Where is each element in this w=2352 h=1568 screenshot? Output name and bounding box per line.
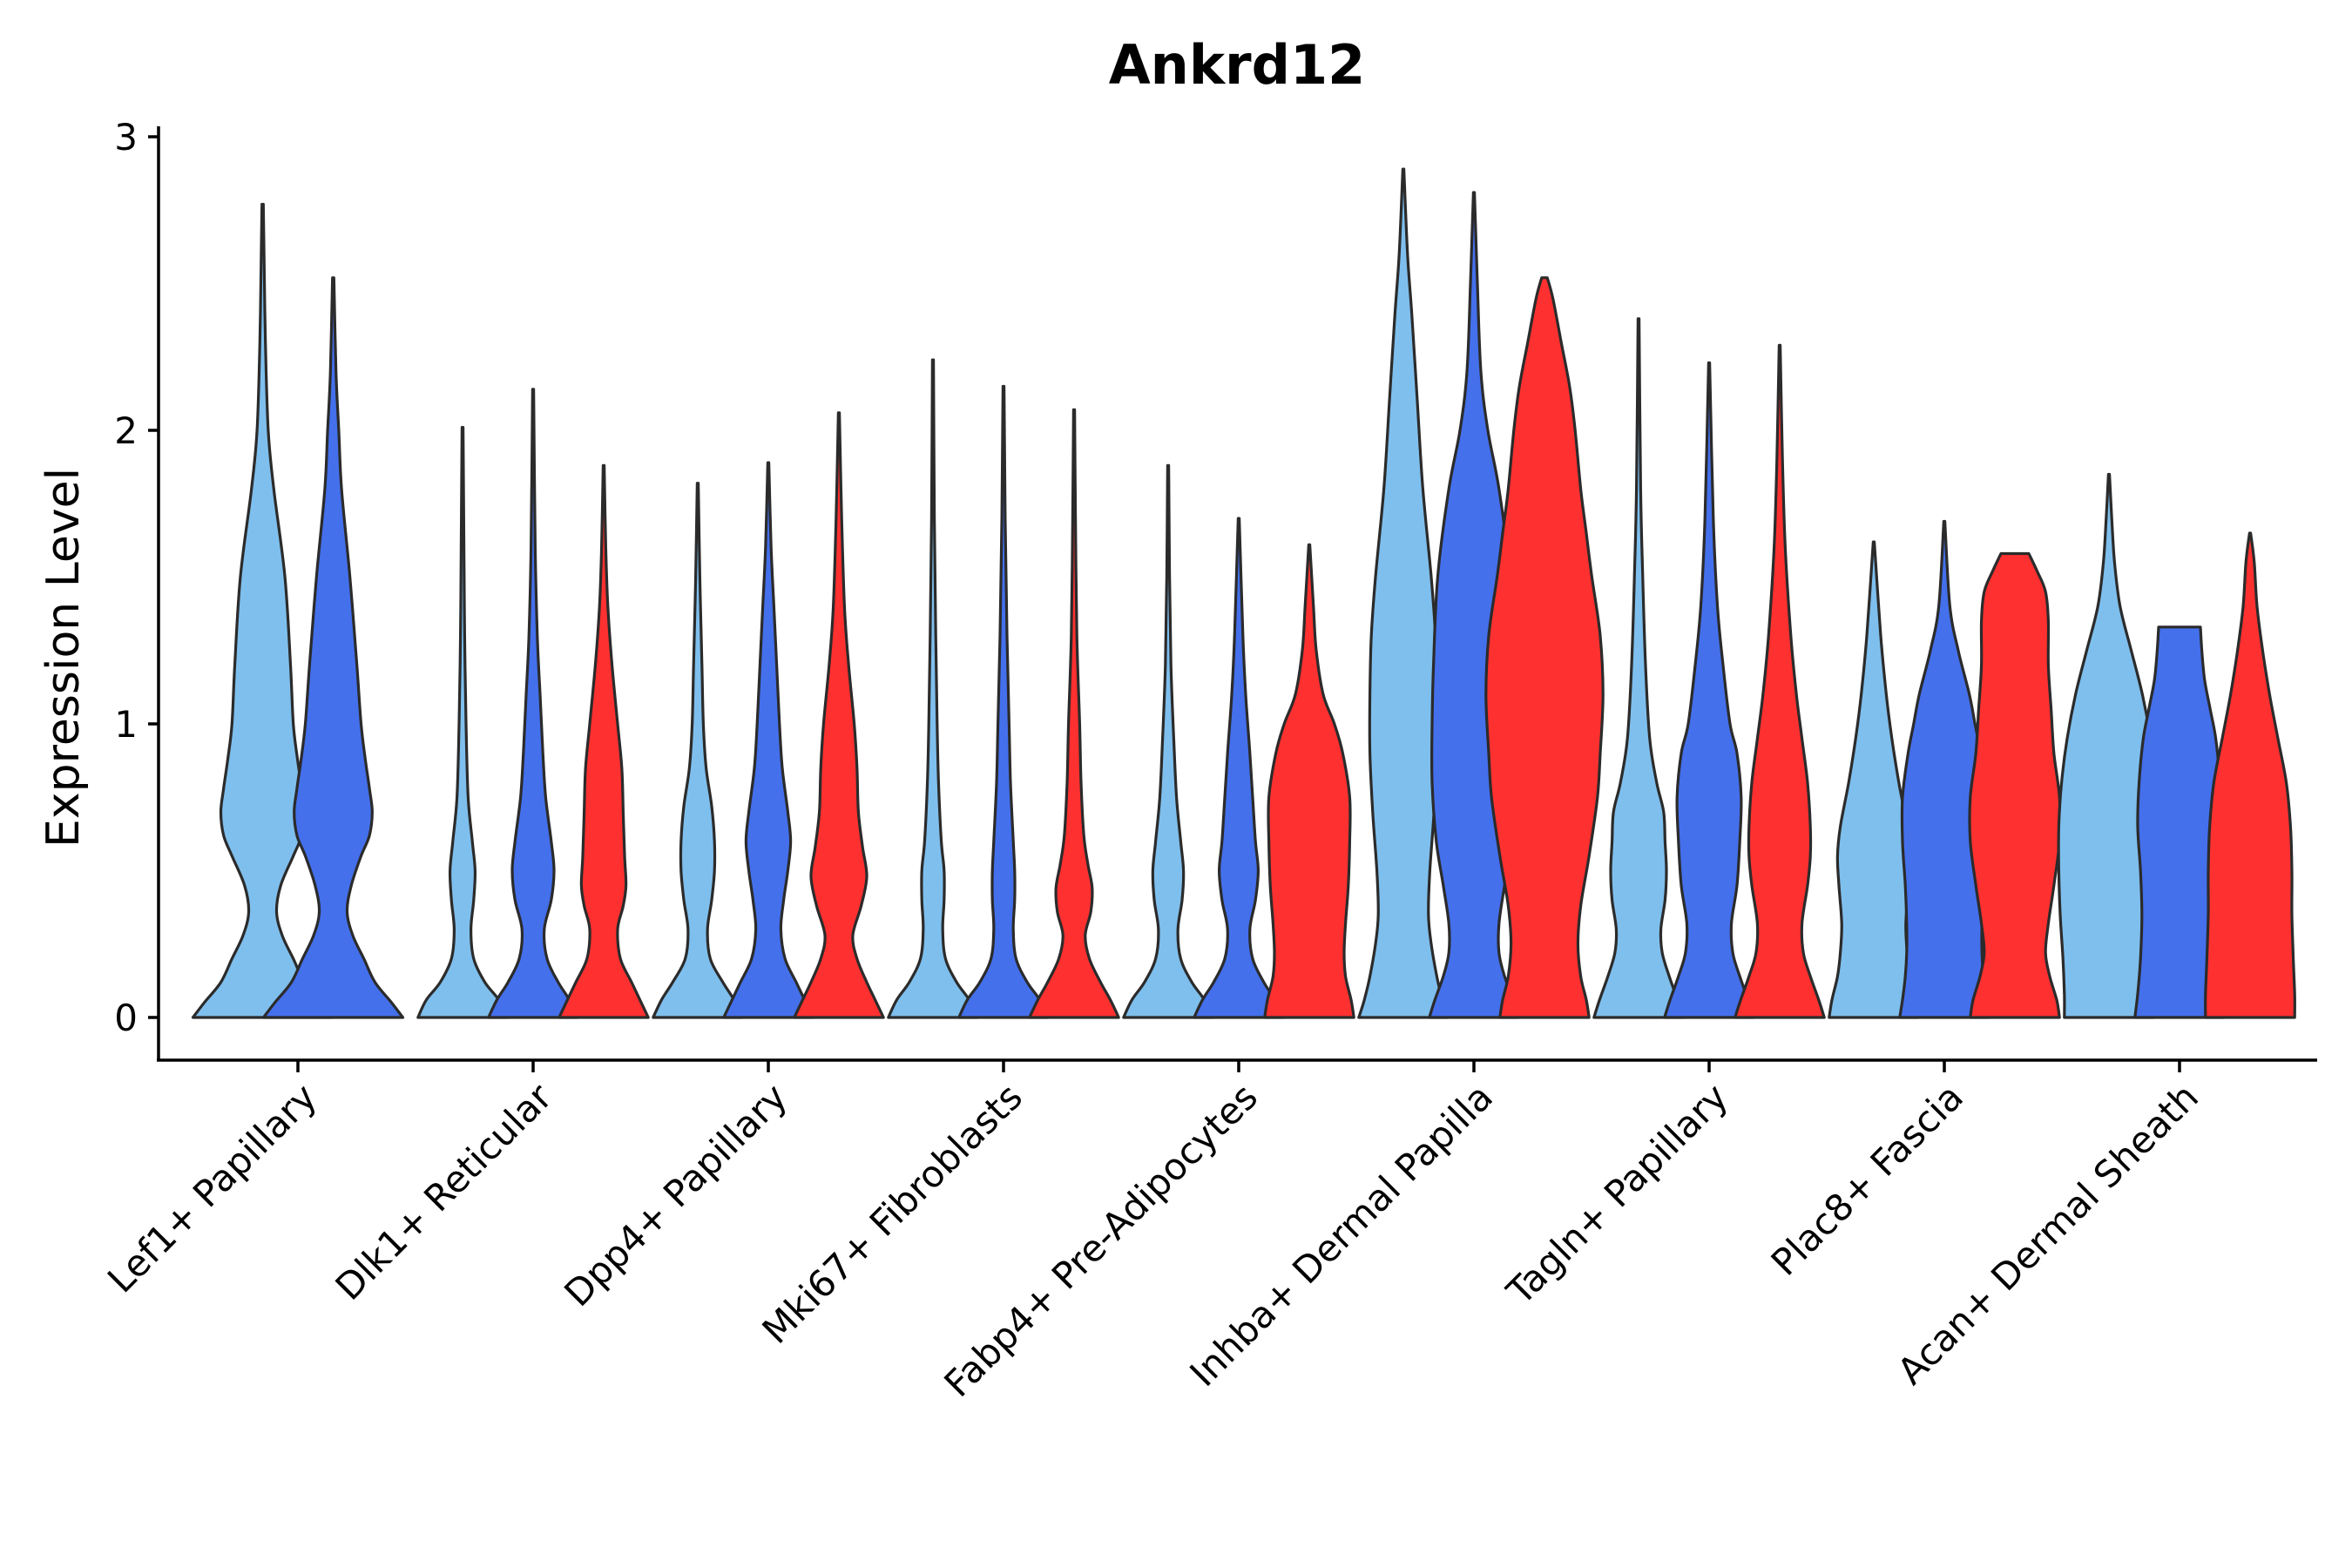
y-tick-label: 1 [114, 703, 138, 746]
y-tick-label: 3 [114, 116, 138, 159]
violin-1-2 [558, 463, 650, 1019]
violin-3-1 [957, 384, 1050, 1019]
violin-2-2 [793, 411, 885, 1019]
x-tick-label: Lef1+ Papillary [99, 1075, 325, 1301]
x-tick-label: Dlk1+ Reticular [328, 1075, 561, 1308]
violin-6-1 [1663, 361, 1755, 1019]
chart-title: Ankrd12 [1109, 33, 1366, 97]
x-tick-label: Mki67+ Fibroblasts [754, 1075, 1031, 1351]
y-tick-label: 2 [114, 409, 138, 452]
y-axis-title: Expression Level [37, 468, 90, 848]
violin-0-1 [261, 276, 405, 1019]
violin-2-1 [722, 461, 814, 1019]
x-tick-label: Tagln+ Papillary [1498, 1075, 1736, 1313]
x-tick-label: Plac8+ Fascia [1763, 1075, 1971, 1283]
violin-6-2 [1734, 343, 1826, 1019]
violin-5-0 [1357, 167, 1450, 1019]
violin-1-1 [487, 388, 579, 1019]
violin-4-1 [1193, 517, 1285, 1019]
violin-5-2 [1484, 276, 1605, 1019]
violin-1-0 [416, 426, 509, 1019]
violin-0-0 [191, 202, 335, 1019]
y-tick-label: 0 [114, 997, 138, 1039]
violin-6-0 [1592, 317, 1685, 1019]
violin-3-2 [1028, 408, 1120, 1019]
violin-7-2 [1968, 551, 2062, 1019]
y-axis-ticks: 0 1 2 3 [114, 116, 159, 1039]
violin-8-2 [2204, 531, 2296, 1019]
violin-2-0 [652, 482, 744, 1019]
violin-plot-area [191, 167, 2296, 1019]
violin-4-2 [1263, 543, 1355, 1019]
violin-3-0 [887, 358, 979, 1019]
violin-4-0 [1122, 463, 1214, 1019]
x-tick-label: Dpp4+ Papillary [556, 1075, 795, 1315]
